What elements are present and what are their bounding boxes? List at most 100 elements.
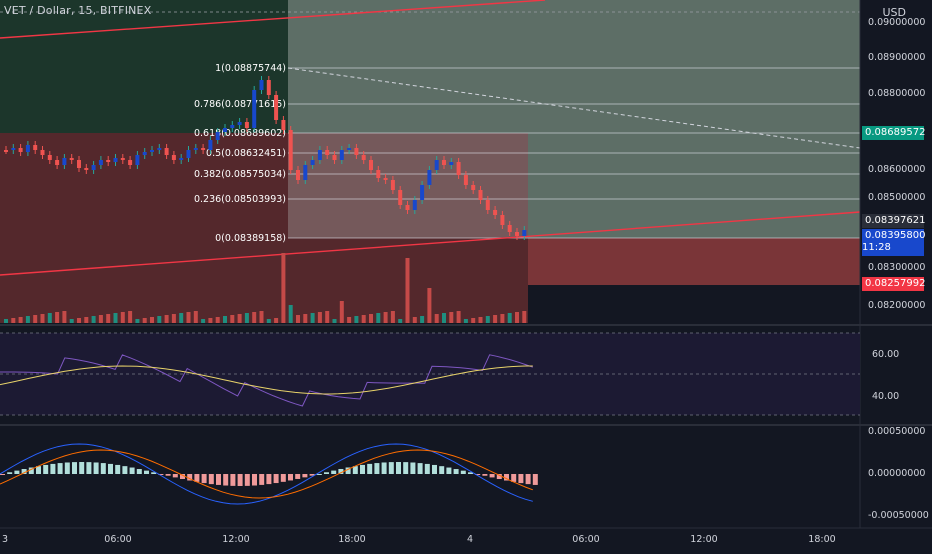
volume-bar <box>237 314 242 323</box>
candle-body <box>478 190 483 200</box>
symbol-title[interactable]: VET / Dollar, 15, BITFINEX <box>4 4 152 17</box>
price-axis-label: 0.08500000 <box>868 192 925 203</box>
candle-body <box>442 160 446 165</box>
time-axis-label: 4 <box>467 534 473 545</box>
macd-histogram-bar <box>21 469 27 474</box>
candle-body <box>244 122 249 128</box>
volume-bar <box>303 314 308 323</box>
price-axis-label: 0.08900000 <box>868 52 925 63</box>
macd-histogram-bar <box>403 462 409 474</box>
fib-level-label: 1(0.08875744) <box>215 63 286 74</box>
candle-body <box>113 158 118 162</box>
candle-body <box>128 160 133 165</box>
candle-body <box>77 160 81 168</box>
macd-histogram-bar <box>324 472 329 474</box>
candle-body <box>259 80 264 90</box>
macd-histogram-bar <box>93 462 99 474</box>
volume-bar <box>427 288 432 323</box>
candle-body <box>339 150 344 160</box>
macd-histogram-bar <box>223 474 229 486</box>
candle-body <box>179 158 184 160</box>
candle-body <box>515 232 519 236</box>
macd-histogram-bar <box>424 463 430 474</box>
candle-body <box>485 200 490 210</box>
volume-bar <box>142 318 147 323</box>
candle-body <box>354 148 359 155</box>
macd-histogram-bar <box>432 464 437 474</box>
volume-bar <box>84 317 89 323</box>
macd-histogram-bar <box>129 467 135 474</box>
volume-bar <box>164 315 169 323</box>
candle-body <box>522 230 527 236</box>
macd-histogram-bar <box>460 470 466 474</box>
lower-trend-line <box>0 211 861 276</box>
macd-histogram-bar <box>482 474 488 476</box>
volume-bar <box>420 316 425 323</box>
candle-body <box>150 150 154 152</box>
volume-bar <box>113 313 118 323</box>
volume-bar <box>18 317 23 323</box>
rsi-axis-label: 60.00 <box>872 349 899 360</box>
candle-body <box>405 205 410 210</box>
candle-body <box>332 155 337 160</box>
volume-bar <box>434 314 439 323</box>
candle-body <box>434 160 439 170</box>
macd-histogram-bar <box>201 474 207 484</box>
volume-bar <box>383 312 388 323</box>
volume-bar <box>500 314 505 323</box>
macd-histogram-bar <box>381 462 387 474</box>
macd-histogram-bar <box>453 469 459 474</box>
volume-bar <box>390 311 395 323</box>
volume-bar <box>179 313 184 323</box>
macd-histogram-bar <box>396 462 401 474</box>
macd-histogram-bar <box>79 462 85 474</box>
fib-level-label: 0(0.08389158) <box>215 233 286 244</box>
macd-histogram-bar <box>252 474 257 486</box>
candle-body <box>310 160 315 165</box>
volume-bar <box>296 315 300 323</box>
volume-bar <box>77 318 81 323</box>
volume-bar <box>376 313 381 323</box>
volume-bar <box>369 314 373 323</box>
candle-body <box>157 148 162 150</box>
rsi-axis-label: 40.00 <box>872 391 899 402</box>
candle-body <box>471 185 476 190</box>
volume-bar <box>471 318 476 323</box>
candle-body <box>25 145 30 152</box>
candle-body <box>201 148 206 150</box>
fib-range-zone <box>288 133 528 238</box>
fib-level-label: 0.236(0.08503993) <box>194 194 286 205</box>
volume-bar <box>354 316 359 323</box>
volume-bar <box>485 316 490 323</box>
candle-body <box>171 155 176 160</box>
price-axis-label: 0.08200000 <box>868 300 925 311</box>
volume-bar <box>478 317 483 323</box>
price-axis-label: 0.09000000 <box>868 17 925 28</box>
volume-bar <box>515 312 519 323</box>
macd-histogram-bar <box>144 470 149 474</box>
macd-histogram-bar <box>446 467 452 474</box>
macd-histogram-bar <box>338 468 344 474</box>
candle-body <box>383 178 388 180</box>
volume-bar <box>339 301 344 323</box>
candle-body <box>266 80 271 95</box>
volume-bar <box>456 311 461 323</box>
macd-histogram-bar <box>532 474 538 485</box>
candle-body <box>274 95 279 120</box>
volume-bar <box>33 315 38 323</box>
candle-body <box>347 148 352 150</box>
volume-bar <box>128 311 133 323</box>
candle-body <box>230 125 235 128</box>
upper-trend-line <box>0 0 546 39</box>
macd-histogram-bar <box>230 474 236 486</box>
macd-histogram-bar <box>360 464 365 474</box>
macd-histogram-bar <box>151 472 157 474</box>
macd-histogram-bar <box>525 474 531 485</box>
candle-body <box>223 128 227 132</box>
volume-bar <box>412 317 417 323</box>
macd-histogram-bar <box>108 463 113 474</box>
currency-label[interactable]: USD <box>882 6 906 19</box>
fib-level-label: 0.786(0.08771615) <box>194 99 286 110</box>
